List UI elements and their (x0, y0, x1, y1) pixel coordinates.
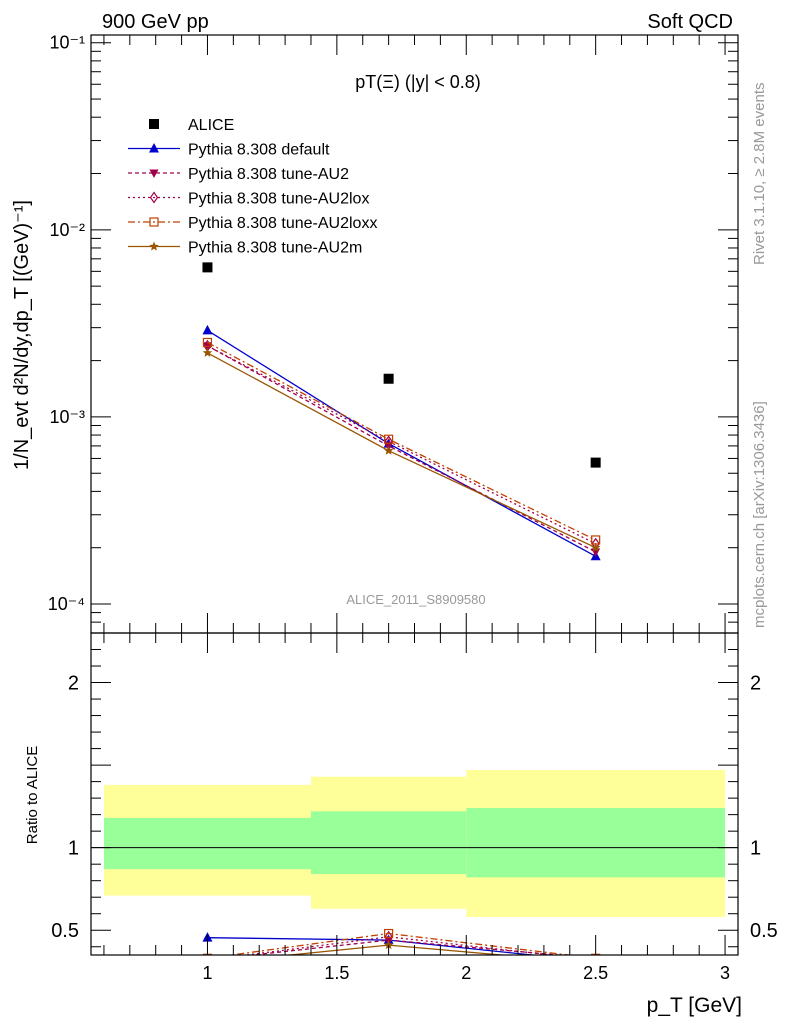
ratio-ytick-label-right-1: 1 (750, 838, 761, 860)
ratio-ytick-label-left-2: 2 (68, 673, 79, 695)
ratio-series-line-0 (207, 937, 539, 955)
main-ytick-label-1: 10⁻² (49, 220, 85, 240)
legend-marker-2 (149, 169, 159, 178)
main-series-1 (202, 324, 601, 561)
legend: ALICE Pythia 8.308 default Pythia 8.308 tu… (128, 117, 377, 257)
analysis-watermark: ALICE_2011_S8909580 (346, 592, 485, 607)
ratio-series-2 (206, 930, 597, 955)
main-point-5-2 (590, 542, 601, 552)
ratio-uncertainty-bands (91, 770, 738, 918)
main-point-0-2 (590, 457, 601, 468)
main-point-4-0 (202, 337, 213, 348)
ratio-series-line-3 (226, 932, 574, 955)
xtick-label-1: 1.5 (324, 963, 349, 983)
header-left: 900 GeV pp (102, 11, 209, 33)
legend-item-0: ALICE (149, 117, 234, 134)
green-band-1 (310, 811, 467, 875)
x-axis-label: p_T [GeV] (647, 994, 742, 1017)
main-plot-series (202, 262, 601, 561)
main-series-line-3 (207, 345, 596, 545)
legend-item-3: Pythia 8.308 tune-AU2lox (128, 191, 369, 208)
main-series-2 (202, 342, 601, 557)
main-series-4 (202, 337, 601, 545)
main-series-0 (202, 262, 601, 468)
ratio-point-4-1 (383, 940, 394, 950)
mcplots-label: mcplots.cern.ch [arXiv:1306.3436] (751, 401, 768, 628)
legend-label-3: Pythia 8.308 tune-AU2lox (188, 191, 369, 208)
main-point-0-1 (383, 373, 394, 384)
main-ytick-label-0: 10⁻¹ (49, 33, 85, 53)
xtick-label-3: 2.5 (583, 963, 608, 983)
ratio-ytick-label-right-0: 0.5 (750, 920, 778, 942)
main-point-5-0 (202, 347, 213, 357)
axes: 10⁻¹ 10⁻² 10⁻³ 10⁻⁴ 0.5 0.5 1 1 2 2 1 1.5 2 2.5 3 (48, 33, 778, 983)
legend-marker-3 (149, 191, 159, 204)
legend-label-5: Pythia 8.308 tune-AU2m (188, 240, 362, 257)
legend-marker-5 (149, 241, 159, 251)
legend-label-0: ALICE (188, 117, 234, 134)
ratio-ytick-label-left-0: 0.5 (51, 920, 79, 942)
main-point-1-0 (202, 324, 213, 335)
ratio-series-line-2 (241, 936, 557, 955)
green-band-0 (103, 817, 311, 870)
ratio-point-3-1 (384, 928, 394, 939)
chart-title: pT(Ξ) (|y| < 0.8) (355, 72, 481, 92)
legend-label-1: Pythia 8.308 default (188, 142, 330, 159)
xtick-label-2: 2 (461, 963, 471, 983)
legend-marker-4 (149, 217, 159, 227)
legend-marker-0 (149, 119, 159, 129)
main-point-4-1 (384, 434, 394, 444)
ratio-series-0 (202, 932, 539, 955)
main-series-5 (202, 347, 601, 552)
green-band-2 (466, 808, 726, 878)
ratio-ytick-label-left-1: 1 (68, 838, 79, 860)
ratio-plot-series (202, 928, 601, 955)
rivet-label: Rivet 3.1.10, ≥ 2.8M events (751, 83, 768, 266)
legend-item-5: Pythia 8.308 tune-AU2m (128, 240, 362, 257)
xtick-label-0: 1 (202, 963, 212, 983)
legend-marker-1 (149, 143, 159, 153)
legend-label-2: Pythia 8.308 tune-AU2 (188, 166, 349, 183)
legend-item-1: Pythia 8.308 default (128, 142, 330, 159)
main-series-line-4 (207, 341, 596, 541)
main-point-5-1 (383, 445, 394, 455)
legend-item-4: Pythia 8.308 tune-AU2loxx (128, 215, 377, 232)
header-right: Soft QCD (647, 11, 733, 33)
main-point-0-0 (202, 262, 213, 273)
main-ytick-label-2: 10⁻³ (49, 407, 85, 427)
ratio-ytick-label-right-2: 2 (750, 673, 761, 695)
legend-label-4: Pythia 8.308 tune-AU2loxx (188, 215, 377, 232)
xtick-label-4: 3 (720, 963, 730, 983)
ratio-series-line-1 (247, 939, 566, 955)
main-y-axis-label: 1/N_evt d²N/dy,dp_T [(GeV)⁻¹] (11, 200, 33, 470)
legend-item-2: Pythia 8.308 tune-AU2 (128, 166, 349, 183)
ratio-y-axis-label: Ratio to ALICE (24, 746, 41, 844)
main-ytick-label-3: 10⁻⁴ (48, 594, 85, 614)
